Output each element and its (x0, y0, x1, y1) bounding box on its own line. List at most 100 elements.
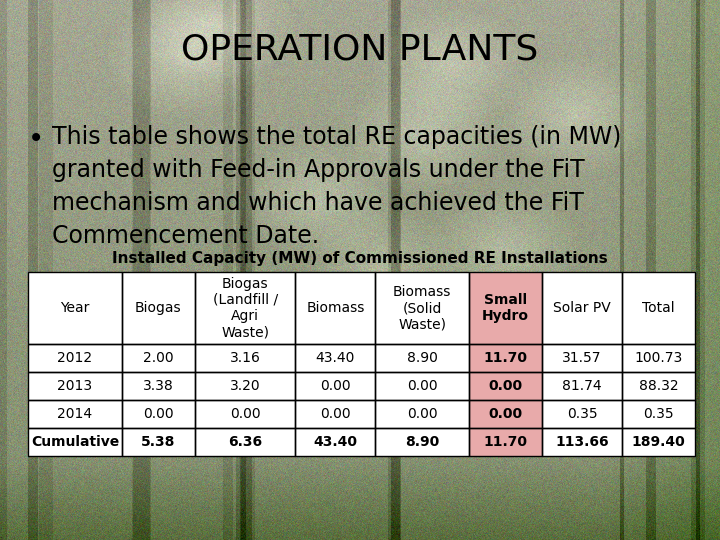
Text: 2012: 2012 (58, 351, 92, 365)
Bar (194, 272, 295, 344)
Text: 11.70: 11.70 (484, 351, 528, 365)
Bar (28, 400, 122, 428)
Text: 100.73: 100.73 (634, 351, 683, 365)
Text: 3.38: 3.38 (143, 379, 174, 393)
Bar (469, 344, 542, 372)
Text: 6.36: 6.36 (228, 435, 262, 449)
Text: Installed Capacity (MW) of Commissioned RE Installations: Installed Capacity (MW) of Commissioned … (112, 251, 608, 266)
Bar (469, 400, 542, 428)
Bar (122, 400, 194, 428)
Text: 8.90: 8.90 (407, 351, 438, 365)
Text: 189.40: 189.40 (631, 435, 685, 449)
Bar (28, 272, 122, 344)
Text: 11.70: 11.70 (484, 435, 528, 449)
Bar (122, 428, 194, 456)
Bar (375, 372, 469, 400)
Text: 43.40: 43.40 (316, 351, 355, 365)
Bar (542, 272, 622, 344)
Text: 81.74: 81.74 (562, 379, 602, 393)
Bar (122, 428, 194, 456)
Bar (295, 344, 375, 372)
Bar (28, 344, 122, 372)
Text: 88.32: 88.32 (639, 379, 678, 393)
Bar (194, 344, 295, 372)
Text: 2014: 2014 (58, 407, 92, 421)
Text: Biomass
(Solid
Waste): Biomass (Solid Waste) (393, 285, 451, 331)
Text: Biogas
(Landfill /
Agri
Waste): Biogas (Landfill / Agri Waste) (212, 276, 278, 339)
Text: Solar PV: Solar PV (553, 301, 611, 315)
Bar (375, 344, 469, 372)
Bar (469, 372, 542, 400)
Bar (542, 400, 622, 428)
Bar (469, 272, 542, 344)
Text: 3.16: 3.16 (230, 351, 261, 365)
Bar (375, 372, 469, 400)
Bar (542, 344, 622, 372)
Text: Commencement Date.: Commencement Date. (52, 224, 319, 248)
Bar (375, 272, 469, 344)
Bar (469, 428, 542, 456)
Bar (194, 372, 295, 400)
Text: 0.00: 0.00 (320, 379, 351, 393)
Bar (295, 372, 375, 400)
Text: This table shows the total RE capacities (in MW): This table shows the total RE capacities… (52, 125, 621, 149)
Bar (469, 428, 542, 456)
Bar (122, 372, 194, 400)
Text: Cumulative: Cumulative (31, 435, 119, 449)
Text: Small
Hydro: Small Hydro (482, 293, 529, 323)
Bar (122, 272, 194, 344)
Bar (28, 344, 122, 372)
Bar (469, 272, 542, 344)
Text: 0.35: 0.35 (567, 407, 598, 421)
Bar (622, 272, 695, 344)
Bar (194, 428, 295, 456)
Bar (295, 272, 375, 344)
Bar (122, 344, 194, 372)
Text: Total: Total (642, 301, 675, 315)
Text: 5.38: 5.38 (141, 435, 176, 449)
Text: 0.35: 0.35 (643, 407, 674, 421)
Bar (122, 272, 194, 344)
Bar (295, 372, 375, 400)
Bar (375, 272, 469, 344)
Text: Biogas: Biogas (135, 301, 181, 315)
Bar (194, 400, 295, 428)
Bar (295, 400, 375, 428)
Bar (122, 344, 194, 372)
Bar (28, 428, 122, 456)
Bar (622, 400, 695, 428)
Bar (194, 272, 295, 344)
Bar (375, 400, 469, 428)
Bar (122, 400, 194, 428)
Text: Year: Year (60, 301, 89, 315)
Bar (194, 372, 295, 400)
Bar (622, 344, 695, 372)
Bar (122, 372, 194, 400)
Bar (295, 344, 375, 372)
Bar (622, 428, 695, 456)
Bar (28, 372, 122, 400)
Bar (622, 372, 695, 400)
Bar (622, 272, 695, 344)
Bar (295, 428, 375, 456)
Bar (194, 400, 295, 428)
Text: 0.00: 0.00 (407, 407, 438, 421)
Bar (28, 272, 122, 344)
Bar (375, 428, 469, 456)
Text: 43.40: 43.40 (313, 435, 357, 449)
Text: mechanism and which have achieved the FiT: mechanism and which have achieved the Fi… (52, 191, 584, 215)
Bar (375, 344, 469, 372)
Bar (542, 428, 622, 456)
Text: 113.66: 113.66 (555, 435, 609, 449)
Text: 8.90: 8.90 (405, 435, 439, 449)
Bar (622, 372, 695, 400)
Bar (469, 344, 542, 372)
Text: 2.00: 2.00 (143, 351, 174, 365)
Bar (375, 400, 469, 428)
Text: Biomass: Biomass (306, 301, 364, 315)
Text: •: • (28, 125, 44, 153)
Bar (542, 344, 622, 372)
Bar (194, 428, 295, 456)
Bar (542, 400, 622, 428)
Text: 0.00: 0.00 (143, 407, 174, 421)
